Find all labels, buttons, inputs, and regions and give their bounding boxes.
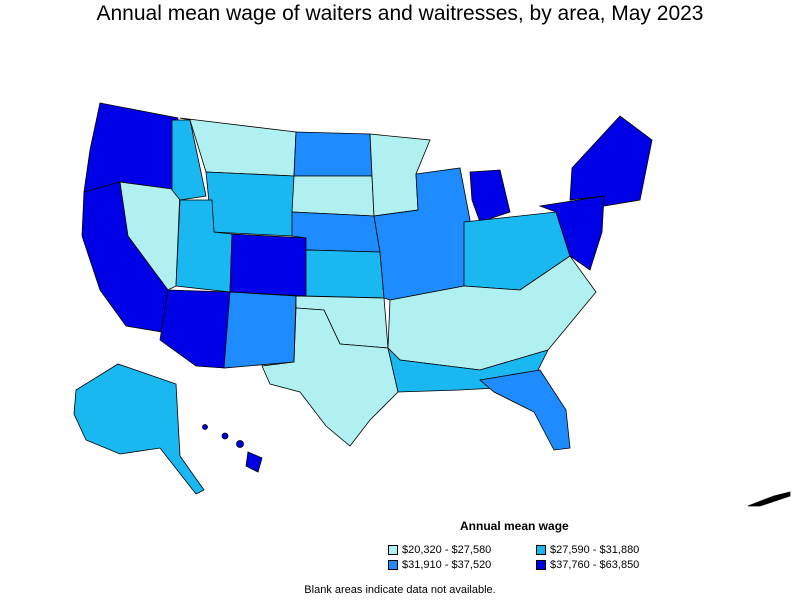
legend-item: $27,590 - $31,880 <box>536 544 676 556</box>
legend-label: $31,910 - $37,520 <box>402 559 492 571</box>
legend-label: $27,590 - $31,880 <box>550 544 640 556</box>
region-pacific-northwest <box>83 102 179 193</box>
region-south-dakota <box>291 175 375 217</box>
region-wyoming <box>205 171 295 237</box>
territory-islands <box>747 491 791 507</box>
legend-item: $37,760 - $63,850 <box>536 559 676 571</box>
region-florida <box>479 369 571 451</box>
legend-item: $31,910 - $37,520 <box>388 559 536 571</box>
legend-title: Annual mean wage <box>460 519 569 533</box>
region-texas <box>261 307 399 447</box>
region-michigan <box>469 169 511 223</box>
map-title: Annual mean wage of waiters and waitress… <box>96 2 704 25</box>
region-nevada <box>119 181 181 291</box>
region-new-mexico <box>223 291 297 369</box>
region-alaska <box>73 363 205 495</box>
legend-label: $20,320 - $27,580 <box>402 544 492 556</box>
region-new-england <box>569 115 653 207</box>
legend-swatch <box>536 545 546 555</box>
legend-swatch <box>536 560 546 570</box>
region-hawaii <box>202 424 263 473</box>
data-note: Blank areas indicate data not available. <box>304 584 496 596</box>
legend: $20,320 - $27,580 $27,590 - $31,880 $31,… <box>388 544 676 571</box>
region-north-dakota <box>293 131 373 177</box>
legend-label: $37,760 - $63,850 <box>550 559 640 571</box>
region-kansas <box>305 249 385 299</box>
region-idaho <box>171 119 207 201</box>
legend-swatch <box>388 560 398 570</box>
legend-swatch <box>388 545 398 555</box>
legend-item: $20,320 - $27,580 <box>388 544 536 556</box>
region-colorado <box>229 233 307 297</box>
region-upper-midwest <box>373 167 471 301</box>
region-arizona <box>159 289 231 369</box>
